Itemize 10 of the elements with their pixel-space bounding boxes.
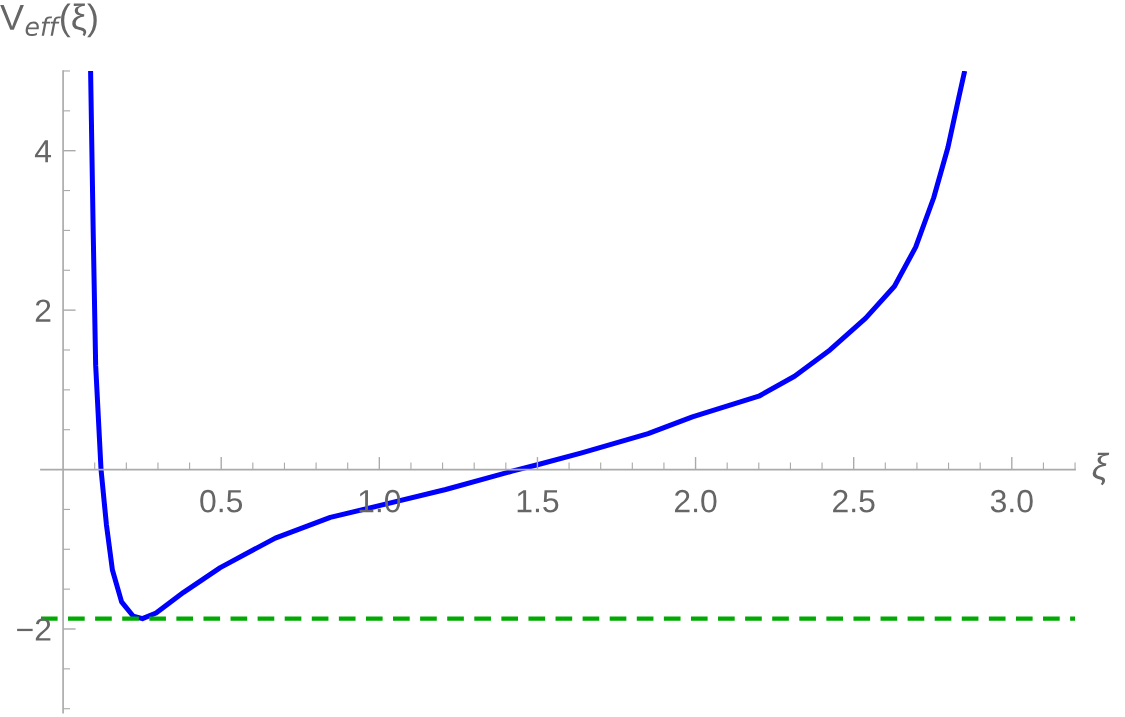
x-tick-label: 0.5 [200, 489, 243, 513]
x-tick-label: 2.5 [833, 489, 875, 513]
y-tick-label: 4 [34, 140, 52, 163]
x-tick-label: 2.0 [674, 489, 717, 513]
x-axis-title: ξ [1092, 452, 1110, 486]
x-tick-label: 3.0 [990, 489, 1033, 513]
y-axis-title: V$_{eff}$(ξ) [0, 3, 97, 38]
x-tick-label: 1.5 [517, 490, 559, 513]
y-tick-label: 2 [35, 299, 51, 322]
y-tick-label: −2 [17, 618, 51, 641]
